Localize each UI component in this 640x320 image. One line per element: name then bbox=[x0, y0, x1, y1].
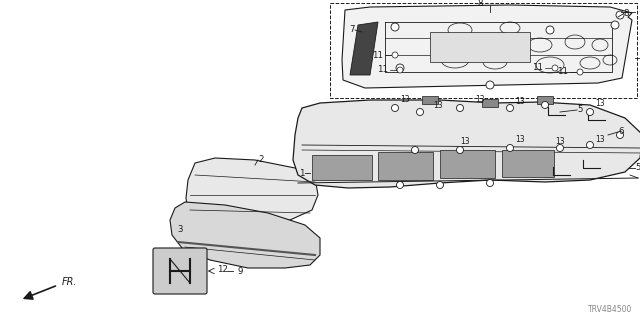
Circle shape bbox=[506, 145, 513, 151]
Text: 13: 13 bbox=[638, 7, 640, 17]
Circle shape bbox=[611, 21, 619, 29]
Circle shape bbox=[577, 69, 583, 75]
Text: 13: 13 bbox=[475, 95, 484, 105]
Text: 13: 13 bbox=[595, 100, 605, 108]
Polygon shape bbox=[350, 22, 378, 75]
Polygon shape bbox=[342, 5, 632, 88]
Text: 13: 13 bbox=[460, 138, 470, 147]
Text: 13: 13 bbox=[400, 95, 410, 105]
Text: 11: 11 bbox=[557, 68, 568, 76]
Text: 9: 9 bbox=[237, 267, 243, 276]
Bar bbox=[422, 96, 438, 104]
Circle shape bbox=[546, 26, 554, 34]
Bar bbox=[312, 155, 372, 180]
Text: FR.: FR. bbox=[62, 277, 77, 287]
Text: 5: 5 bbox=[635, 164, 640, 172]
Bar bbox=[537, 96, 553, 104]
Circle shape bbox=[397, 181, 403, 188]
Circle shape bbox=[392, 52, 398, 58]
Circle shape bbox=[586, 141, 593, 148]
Text: 11: 11 bbox=[372, 51, 383, 60]
Circle shape bbox=[417, 108, 424, 116]
Text: 1: 1 bbox=[300, 169, 305, 178]
Polygon shape bbox=[186, 158, 318, 228]
Text: 13: 13 bbox=[515, 135, 525, 145]
Text: 11: 11 bbox=[532, 63, 543, 73]
Text: 13: 13 bbox=[433, 100, 443, 109]
Circle shape bbox=[412, 147, 419, 154]
Text: 12: 12 bbox=[217, 266, 228, 275]
Text: 6: 6 bbox=[618, 127, 623, 137]
Circle shape bbox=[397, 67, 403, 73]
Bar bbox=[440, 150, 495, 178]
Circle shape bbox=[392, 105, 399, 111]
Text: 13: 13 bbox=[595, 135, 605, 145]
Text: 10: 10 bbox=[638, 173, 640, 182]
Text: 5: 5 bbox=[577, 106, 582, 115]
Circle shape bbox=[552, 65, 558, 71]
Circle shape bbox=[586, 108, 593, 116]
Circle shape bbox=[391, 23, 399, 31]
Text: 13: 13 bbox=[555, 138, 564, 147]
Text: TRV4B4500: TRV4B4500 bbox=[588, 305, 632, 314]
Circle shape bbox=[506, 105, 513, 111]
Text: 8: 8 bbox=[623, 10, 628, 19]
Circle shape bbox=[486, 81, 494, 89]
FancyBboxPatch shape bbox=[153, 248, 207, 294]
Text: 7: 7 bbox=[349, 26, 355, 35]
Text: 11: 11 bbox=[377, 66, 388, 75]
Bar bbox=[378, 152, 433, 180]
Circle shape bbox=[616, 11, 624, 19]
Circle shape bbox=[436, 181, 444, 188]
Text: 2: 2 bbox=[258, 156, 264, 164]
Text: 13: 13 bbox=[515, 98, 525, 107]
Circle shape bbox=[557, 145, 563, 151]
Polygon shape bbox=[170, 202, 320, 268]
Circle shape bbox=[396, 64, 404, 72]
Circle shape bbox=[616, 132, 623, 139]
Text: 8: 8 bbox=[477, 0, 483, 9]
Bar bbox=[482, 99, 498, 107]
Bar bbox=[502, 150, 554, 177]
Circle shape bbox=[486, 180, 493, 187]
Text: 3: 3 bbox=[177, 226, 183, 235]
Polygon shape bbox=[293, 100, 640, 188]
Bar bbox=[430, 32, 530, 62]
Circle shape bbox=[456, 147, 463, 154]
Circle shape bbox=[456, 105, 463, 111]
Circle shape bbox=[541, 101, 548, 108]
